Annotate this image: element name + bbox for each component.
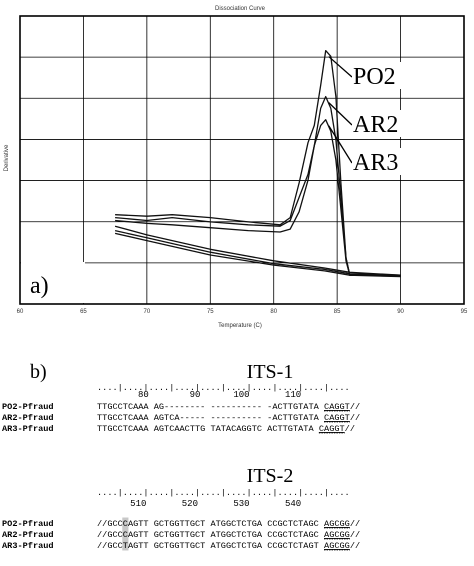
sequence-text: AGTT GCTGGTTGCT ATGGCTCTGA CCGCTCTAGT [128,541,324,551]
series-line [114,229,401,276]
sequence-end: // [350,519,360,529]
alignment-row: PO2-Pfraud //GCC C AGTT GCTGGTTGCT ATGGCTCT… [2,517,360,529]
series-label-bg [352,110,410,137]
sequence-name: PO2-Pfraud [2,519,54,529]
series-label: PO2 [353,64,396,90]
its2-position-numbers: 510 520 530 540 [130,499,301,509]
sequence-name: AR2-Pfraud [2,413,54,423]
series-label: AR2 [353,112,398,138]
x-tick-label: 85 [334,309,341,315]
position-number: 90 [190,390,201,400]
x-axis-label: Temperature (C) [218,323,262,329]
highlighted-base: C [123,519,128,529]
its1-alignment: ITS-1 80 90 100 110 ....|....|....|....|...… [2,361,360,434]
sequence-name: AR3-Pfraud [2,541,54,551]
sequence-tail: AGCGG [324,519,350,529]
series-label-bg [352,62,410,89]
sequence-end: // [350,402,360,412]
highlight-box [122,517,129,529]
position-number: 530 [233,499,249,509]
panel-b-label: b) [30,361,47,383]
series-line [114,232,401,278]
its1-rows: PO2-Pfraud TTGCCTCAAA AG-------- --------… [2,402,360,434]
sequence-text: AGTT GCTGGTTGCT ATGGCTCTGA CCGCTCTAGC [128,519,324,529]
its2-ruler: ....|....|....|....|....|....|....|....|… [97,488,350,498]
x-tick-label: 75 [207,309,214,315]
y-axis-label: Derivative [4,144,10,171]
x-tick-label: 80 [270,309,277,315]
position-number: 110 [285,390,301,400]
sequence-prefix: //GCC [97,519,123,529]
its2-alignment: ITS-2 510 520 530 540 ....|....|....|....|.… [2,465,360,551]
alignment-row: PO2-Pfraud TTGCCTCAAA AG-------- --------… [2,402,360,412]
highlighted-base: T [123,541,128,551]
chart-title: Dissociation Curve [215,6,266,12]
alignment-row: AR3-Pfraud //GCC T AGTT GCTGGTTGCT ATGGCTCT… [2,539,360,551]
sequence-end: // [350,413,360,423]
panel-a-label-box [21,262,85,303]
sequence-text: TTGCCTCAAA AGTCA----- ---------- -ACTTGT… [97,413,324,423]
x-tick-label: 70 [144,309,151,315]
series-label-bg [352,148,410,175]
highlighted-base: C [123,530,128,540]
x-tick-labels: 60 65 70 75 80 85 90 95 [17,309,468,315]
sequence-text: AGTT GCTGGTTGCT ATGGCTCTGA CCGCTCTAGC [128,530,324,540]
x-tick-label: 65 [80,309,87,315]
alignment-row: AR2-Pfraud //GCC C AGTT GCTGGTTGCT ATGGCTCT… [2,528,360,540]
sequence-text: TTGCCTCAAA AG-------- ---------- -ACTTGT… [97,402,324,412]
panel-b-alignment: b) ITS-1 80 90 100 110 ....|....|....|....|… [2,361,360,551]
position-number: 80 [138,390,149,400]
its2-title: ITS-2 [247,465,294,487]
x-tick-label: 95 [461,309,468,315]
plot-frame [19,15,465,305]
position-number: 540 [285,499,301,509]
series-labels: PO2 AR2 AR3 [328,56,410,176]
series-label-leader [328,56,353,78]
sequence-tail: AGCGG [324,541,350,551]
position-number: 100 [233,390,249,400]
series-label: AR3 [353,150,398,176]
panel-a-dissociation-chart: Dissociation Curve Derivative Temperatur… [4,6,468,329]
sequence-prefix: //GCC [97,541,123,551]
sequence-end: // [350,530,360,540]
sequence-prefix: //GCC [97,530,123,540]
series-lines [114,49,401,278]
alignment-row: AR3-Pfraud TTGCCTCAAA AGTCAACTTG TATACAGG… [2,424,355,434]
series-label-leader [328,125,353,164]
highlight-box [122,539,129,551]
highlight-box [122,528,129,540]
sequence-tail: CAGGT [324,413,350,423]
sequence-name: AR3-Pfraud [2,424,54,434]
panel-a-label: a) [30,273,49,299]
its1-ruler: ....|....|....|....|....|....|....|....|… [97,383,350,393]
x-tick-label: 60 [17,309,24,315]
sequence-end: // [350,541,360,551]
its1-title: ITS-1 [247,361,294,383]
sequence-text: TTGCCTCAAA AGTCAACTTG TATACAGGTC ACTTGTA… [97,424,319,434]
sequence-name: AR2-Pfraud [2,530,54,540]
series-line [114,225,401,276]
x-tick-label: 90 [397,309,404,315]
position-number: 510 [130,499,146,509]
series-line [115,119,401,276]
series-label-leader [328,102,353,126]
alignment-row: AR2-Pfraud TTGCCTCAAA AGTCA----- --------… [2,413,360,423]
sequence-tail: CAGGT [319,424,345,434]
sequence-tail: CAGGT [324,402,350,412]
its1-position-numbers: 80 90 100 110 [138,390,301,400]
sequence-name: PO2-Pfraud [2,402,54,412]
sequence-end: // [345,424,355,434]
position-number: 520 [182,499,198,509]
sequence-tail: AGCGG [324,530,350,540]
its2-rows: PO2-Pfraud//GCC C AGTT GCTGGTTGCT ATGGCTCT… [2,517,360,551]
